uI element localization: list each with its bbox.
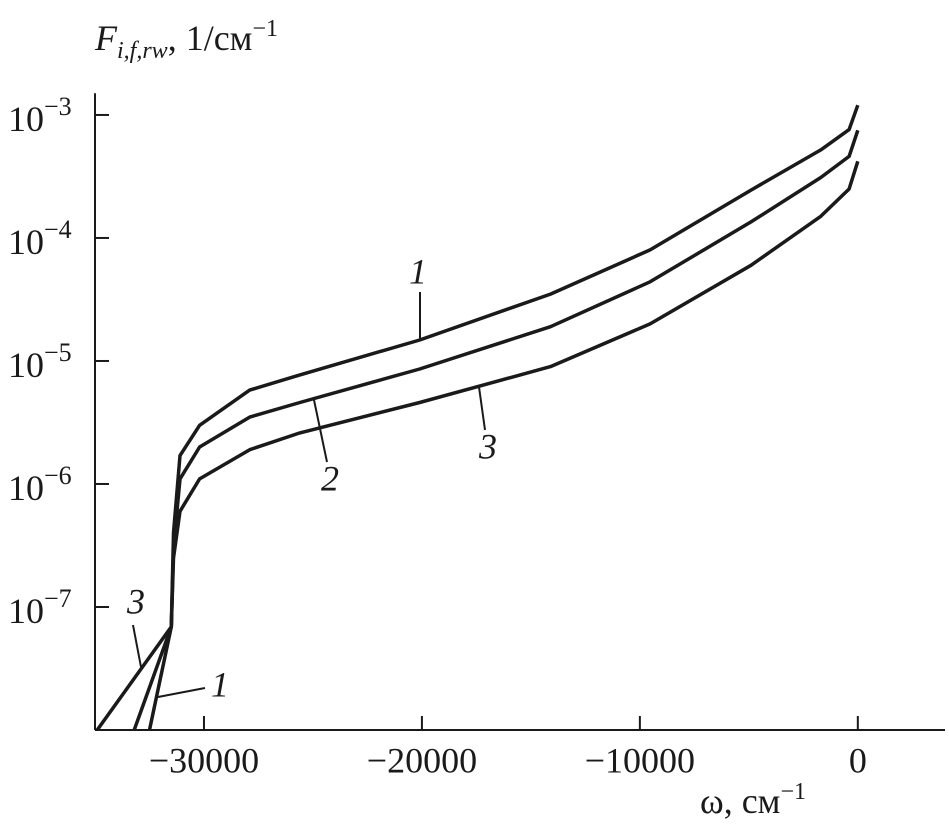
y-tick-label: 10−6 xyxy=(8,461,72,508)
annotation-leader xyxy=(157,687,206,698)
y-label-subscript: i,f,rw xyxy=(117,38,168,64)
annotation: 2 xyxy=(321,458,339,498)
x-tick-label: −10000 xyxy=(585,740,695,780)
series-line xyxy=(147,104,860,731)
x-tick-label: 0 xyxy=(849,740,867,780)
x-tick-label: −20000 xyxy=(367,740,477,780)
y-tick-label: 10−7 xyxy=(8,584,72,631)
annotation-leader xyxy=(313,399,328,463)
y-tick-exponent: −4 xyxy=(44,215,72,244)
x-axis-label: ω, см−1 xyxy=(700,779,806,822)
annotation: 3 xyxy=(478,426,497,466)
series-line xyxy=(132,129,860,731)
y-tick-base: 10 xyxy=(8,345,44,385)
y-tick-label: 10−3 xyxy=(8,92,72,139)
y-tick-label: 10−5 xyxy=(8,338,72,385)
y-label-exponent: −1 xyxy=(252,16,278,42)
x-label-symbol: ω xyxy=(700,781,724,821)
annotation-leader xyxy=(132,624,142,668)
y-axis-label: Fi,f,rw, 1/см−1 xyxy=(94,16,278,64)
annotation: 1 xyxy=(211,664,229,704)
series-line xyxy=(95,160,860,731)
y-tick-base: 10 xyxy=(8,468,44,508)
x-tick-label: −30000 xyxy=(149,740,259,780)
annotation-leader xyxy=(478,386,486,431)
y-tick-exponent: −5 xyxy=(44,338,72,367)
y-label-unit: , 1/см xyxy=(168,18,253,58)
y-tick-base: 10 xyxy=(8,99,44,139)
y-tick-exponent: −6 xyxy=(44,461,72,490)
annotation: 1 xyxy=(409,251,427,291)
annotation: 3 xyxy=(126,581,145,621)
y-tick-exponent: −7 xyxy=(44,584,72,613)
x-label-unit: , см xyxy=(724,781,781,821)
y-tick-base: 10 xyxy=(8,591,44,631)
y-label-symbol: F xyxy=(94,18,118,58)
y-tick-base: 10 xyxy=(8,222,44,262)
x-label-exponent: −1 xyxy=(780,779,806,805)
y-tick-label: 10−4 xyxy=(8,215,72,262)
y-tick-exponent: −3 xyxy=(44,92,72,121)
